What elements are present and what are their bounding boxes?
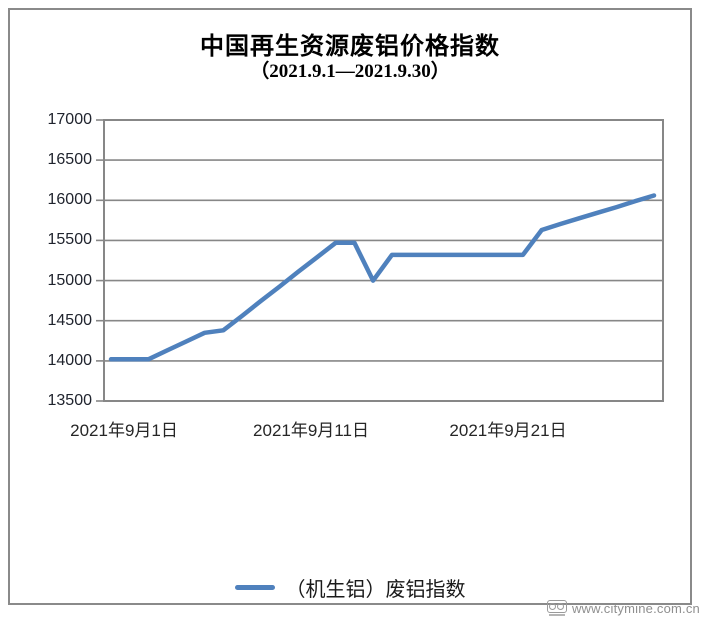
y-tick-label: 16000 bbox=[47, 191, 93, 209]
legend-line-swatch bbox=[234, 585, 275, 590]
y-tick-label: 14500 bbox=[47, 311, 93, 329]
watermark-url[interactable]: www.citymine.com.cn bbox=[571, 600, 700, 616]
chart-frame: 中国再生资源废铝价格指数 （2021.9.1—2021.9.30） （机生铝）废… bbox=[8, 8, 692, 605]
watermark: www.citymine.com.cn bbox=[546, 600, 700, 616]
citymine-logo-icon bbox=[546, 600, 567, 616]
chart-subtitle: （2021.9.1—2021.9.30） bbox=[250, 61, 450, 82]
chart-title: 中国再生资源废铝价格指数 bbox=[200, 34, 500, 60]
x-tick-label: 2021年9月11日 bbox=[253, 421, 369, 440]
y-tick-label: 15000 bbox=[47, 271, 93, 289]
y-tick-label: 17000 bbox=[47, 111, 93, 128]
x-tick-label: 2021年9月1日 bbox=[70, 421, 178, 440]
legend-label: （机生铝）废铝指数 bbox=[285, 579, 466, 601]
y-tick-label: 16500 bbox=[47, 151, 93, 169]
x-tick-label: 2021年9月21日 bbox=[449, 421, 567, 440]
y-tick-label: 15500 bbox=[47, 231, 93, 249]
legend: （机生铝）废铝指数 bbox=[10, 573, 690, 602]
y-tick-label: 14000 bbox=[47, 351, 93, 369]
y-tick-label: 13500 bbox=[47, 392, 93, 409]
